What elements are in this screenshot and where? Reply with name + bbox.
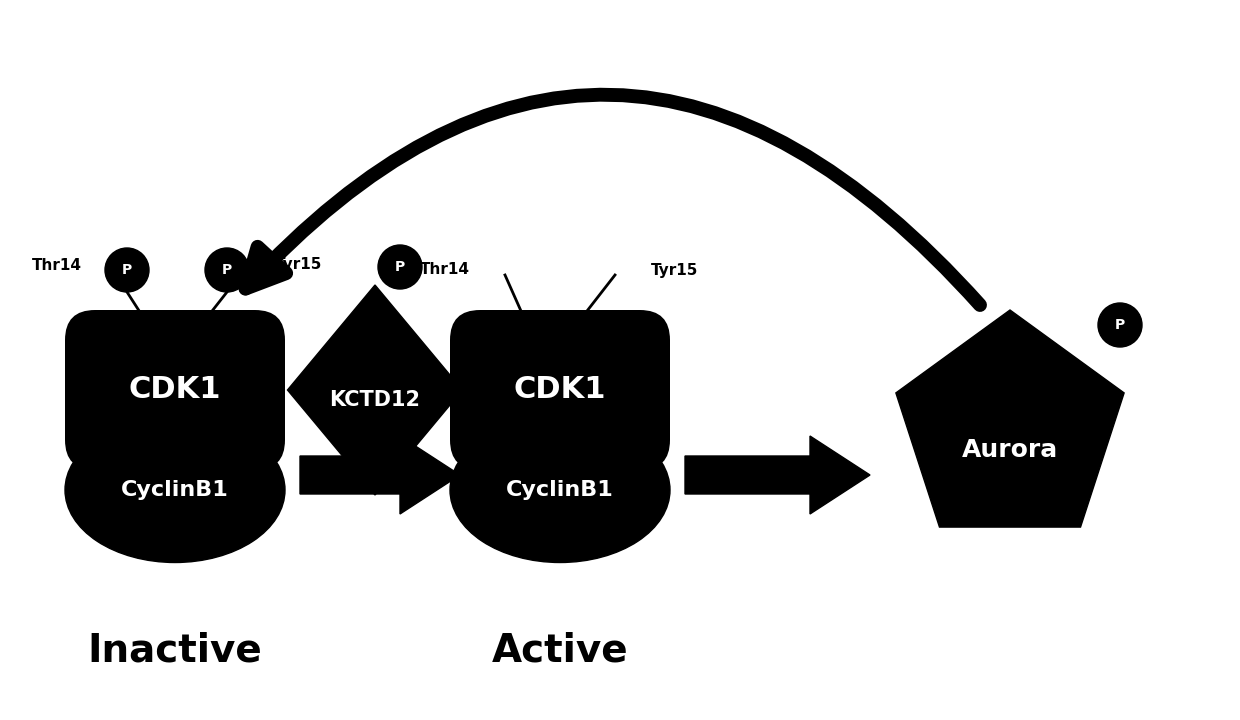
Text: KCTD12: KCTD12	[330, 390, 420, 410]
Text: CDK1: CDK1	[513, 376, 606, 405]
Text: P: P	[394, 260, 405, 274]
Ellipse shape	[64, 418, 285, 562]
Circle shape	[105, 248, 149, 292]
Circle shape	[1097, 303, 1142, 347]
Text: Aurora: Aurora	[962, 438, 1058, 462]
FancyBboxPatch shape	[450, 310, 670, 470]
Text: Inactive: Inactive	[88, 631, 263, 669]
Polygon shape	[895, 310, 1125, 527]
FancyArrow shape	[684, 436, 870, 514]
Text: Thr14: Thr14	[420, 263, 470, 277]
Text: P: P	[1115, 318, 1125, 332]
Text: Active: Active	[492, 631, 629, 669]
Text: Tyr15: Tyr15	[651, 263, 698, 277]
FancyArrow shape	[300, 436, 460, 514]
Text: Thr14: Thr14	[32, 258, 82, 272]
Text: CyclinB1: CyclinB1	[122, 480, 229, 500]
Circle shape	[205, 248, 249, 292]
Ellipse shape	[450, 418, 670, 562]
FancyBboxPatch shape	[64, 310, 285, 470]
Text: P: P	[122, 263, 133, 277]
Text: CDK1: CDK1	[129, 376, 221, 405]
Circle shape	[378, 245, 422, 289]
Text: Tyr15: Tyr15	[275, 258, 322, 272]
Polygon shape	[288, 285, 463, 495]
Text: P: P	[222, 263, 232, 277]
FancyArrowPatch shape	[246, 95, 980, 305]
Text: CyclinB1: CyclinB1	[506, 480, 614, 500]
